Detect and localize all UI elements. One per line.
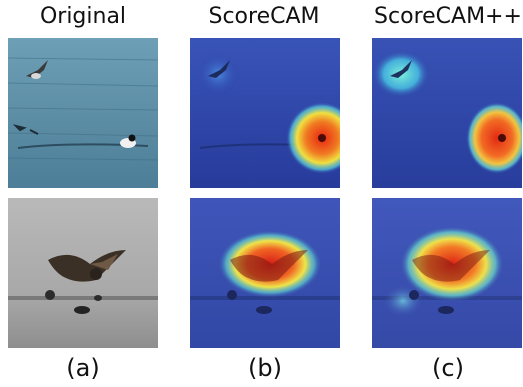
col-label-c: (c): [432, 354, 464, 382]
image-original-row1: [8, 38, 158, 188]
image-scorecam-row1: [190, 38, 340, 188]
col-label-a: (a): [66, 354, 100, 382]
image-scorecam-plus-row1: [372, 38, 522, 188]
image-scorecam-row2: [190, 198, 340, 348]
col-title-scorecam-plus: ScoreCAM++: [374, 4, 522, 29]
col-label-b: (b): [248, 354, 282, 382]
image-original-row2: [8, 198, 158, 348]
col-title-original: Original: [39, 4, 127, 29]
image-scorecam-plus-row2: [372, 198, 522, 348]
col-title-scorecam: ScoreCAM: [208, 4, 320, 29]
